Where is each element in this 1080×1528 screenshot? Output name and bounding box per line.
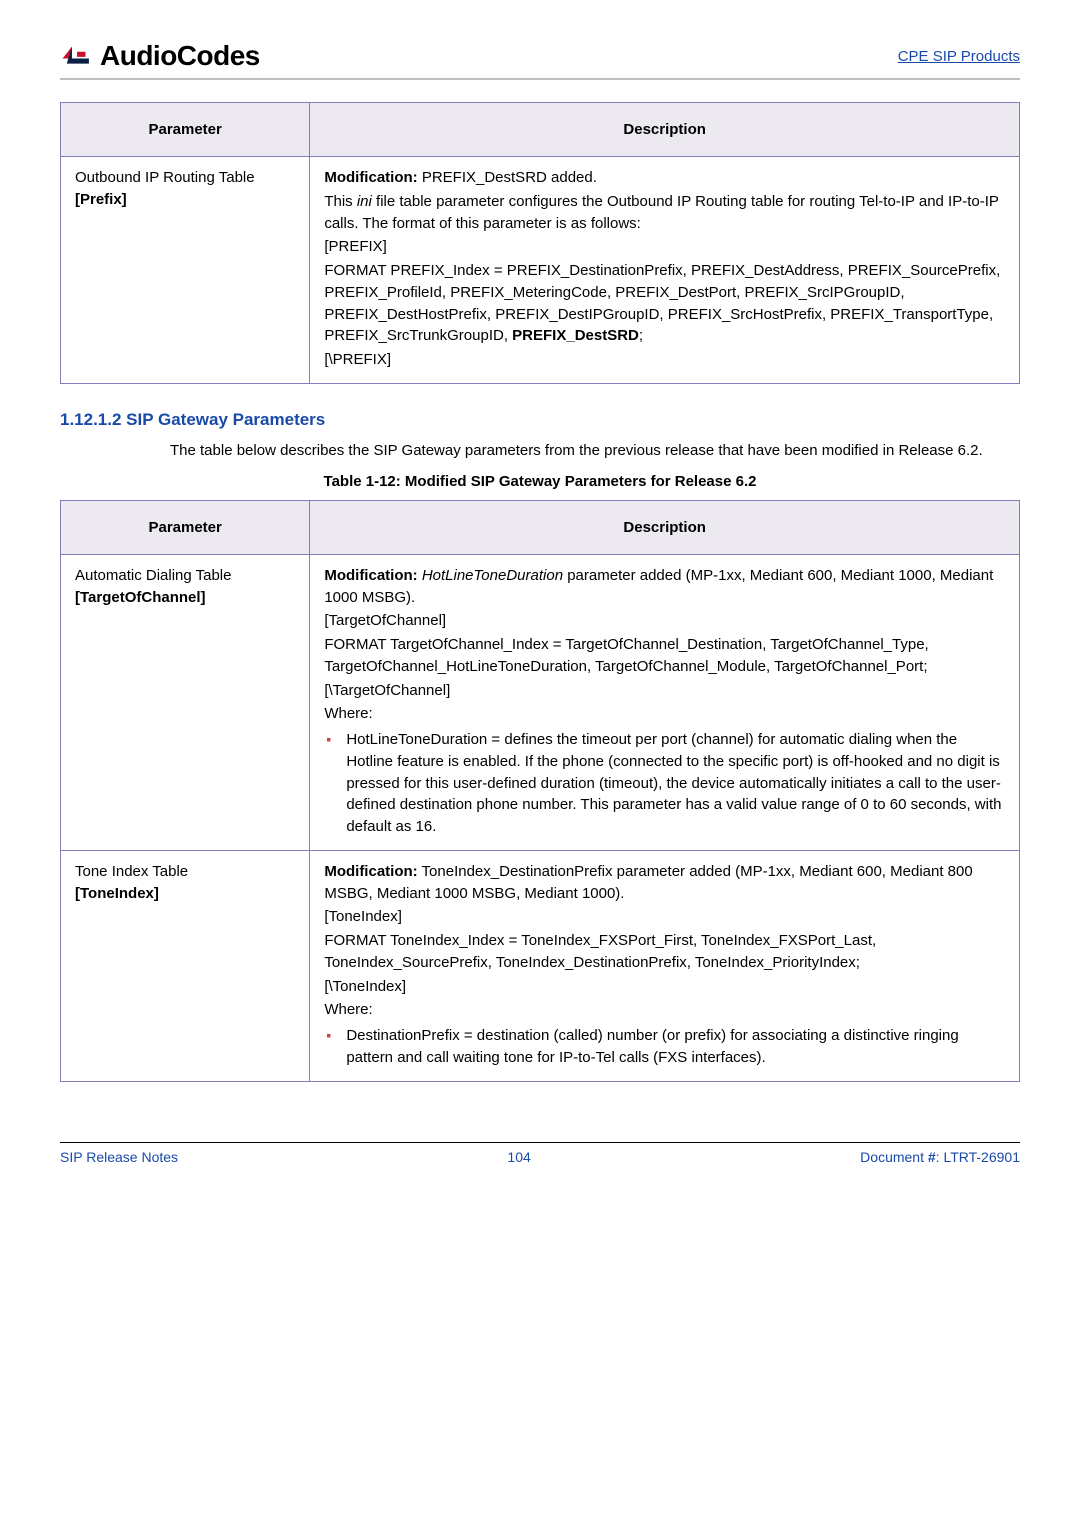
table-caption: Table 1-12: Modified SIP Gateway Paramet…: [60, 473, 1020, 490]
bold-key: PREFIX_DestSRD: [512, 327, 639, 344]
mod-text: PREFIX_DestSRD added.: [418, 169, 597, 186]
where-label: Where:: [324, 999, 1005, 1021]
prefix-open: [PREFIX]: [324, 236, 1005, 258]
param-key: [Prefix]: [75, 191, 127, 208]
footer-doc-id: Document #: LTRT-26901: [860, 1149, 1020, 1165]
page-footer: SIP Release Notes 104 Document #: LTRT-2…: [60, 1142, 1020, 1165]
desc-text: This ini file table parameter configures…: [324, 191, 1005, 235]
param-name: Tone Index Table: [75, 861, 295, 883]
parameters-table-1: Parameter Description Outbound IP Routin…: [60, 102, 1020, 384]
param-key: [ToneIndex]: [75, 885, 159, 902]
table-row: Tone Index Table [ToneIndex] Modificatio…: [61, 850, 1020, 1081]
list-item: DestinationPrefix = destination (called)…: [324, 1025, 1005, 1069]
bullet-list: DestinationPrefix = destination (called)…: [324, 1025, 1005, 1069]
table-header-row: Parameter Description: [61, 103, 1020, 157]
brand-text: AudioCodes: [100, 40, 260, 72]
table-row: Outbound IP Routing Table [Prefix] Modif…: [61, 157, 1020, 384]
bullet-list: HotLineToneDuration = defines the timeou…: [324, 729, 1005, 838]
section-heading: 1.12.1.2 SIP Gateway Parameters: [60, 410, 1020, 430]
modification-line: Modification: ToneIndex_DestinationPrefi…: [324, 861, 1005, 905]
param-cell: Automatic Dialing Table [TargetOfChannel…: [61, 554, 310, 850]
param-cell: Outbound IP Routing Table [Prefix]: [61, 157, 310, 384]
modification-line: Modification: HotLineToneDuration parame…: [324, 565, 1005, 609]
desc-cell: Modification: ToneIndex_DestinationPrefi…: [310, 850, 1020, 1081]
footer-left: SIP Release Notes: [60, 1149, 178, 1165]
bracket-close: [\TargetOfChannel]: [324, 680, 1005, 702]
col-header-parameter: Parameter: [61, 500, 310, 554]
modification-line: Modification: PREFIX_DestSRD added.: [324, 167, 1005, 189]
parameters-table-2: Parameter Description Automatic Dialing …: [60, 500, 1020, 1082]
desc-cell: Modification: HotLineToneDuration parame…: [310, 554, 1020, 850]
col-header-description: Description: [310, 500, 1020, 554]
table-header-row: Parameter Description: [61, 500, 1020, 554]
param-key: [TargetOfChannel]: [75, 589, 206, 606]
audiocodes-logo-icon: [60, 41, 94, 71]
mod-label: Modification:: [324, 169, 417, 186]
col-header-description: Description: [310, 103, 1020, 157]
footer-page-number: 104: [507, 1149, 530, 1165]
page-header: AudioCodes CPE SIP Products: [60, 40, 1020, 80]
mod-label: Modification:: [324, 567, 417, 584]
table-row: Automatic Dialing Table [TargetOfChannel…: [61, 554, 1020, 850]
col-header-parameter: Parameter: [61, 103, 310, 157]
format-line: FORMAT ToneIndex_Index = ToneIndex_FXSPo…: [324, 930, 1005, 974]
bracket-close: [\ToneIndex]: [324, 976, 1005, 998]
mod-text: ToneIndex_DestinationPrefix parameter ad…: [324, 863, 972, 902]
product-link[interactable]: CPE SIP Products: [898, 48, 1020, 65]
ini-ital: ini: [357, 193, 372, 210]
list-item: HotLineToneDuration = defines the timeou…: [324, 729, 1005, 838]
mod-label: Modification:: [324, 863, 417, 880]
mod-ital: HotLineToneDuration: [418, 567, 563, 584]
param-cell: Tone Index Table [ToneIndex]: [61, 850, 310, 1081]
where-label: Where:: [324, 703, 1005, 725]
format-line: FORMAT PREFIX_Index = PREFIX_Destination…: [324, 260, 1005, 347]
brand-logo: AudioCodes: [60, 40, 260, 72]
param-name: Outbound IP Routing Table: [75, 167, 295, 189]
desc-cell: Modification: PREFIX_DestSRD added. This…: [310, 157, 1020, 384]
param-name: Automatic Dialing Table: [75, 565, 295, 587]
bracket-open: [ToneIndex]: [324, 906, 1005, 928]
section-intro: The table below describes the SIP Gatewa…: [170, 440, 1020, 461]
prefix-close: [\PREFIX]: [324, 349, 1005, 371]
format-line: FORMAT TargetOfChannel_Index = TargetOfC…: [324, 634, 1005, 678]
bracket-open: [TargetOfChannel]: [324, 610, 1005, 632]
